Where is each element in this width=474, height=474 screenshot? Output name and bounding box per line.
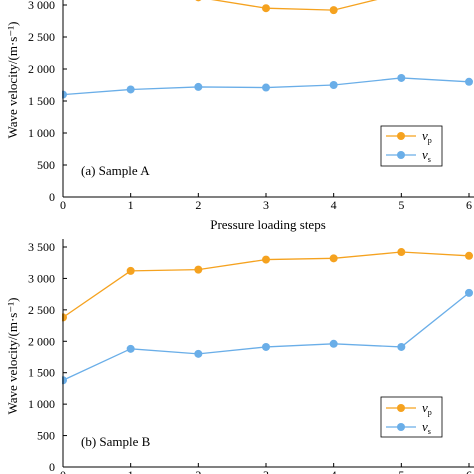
panel-a: 0 500 1 000 1 500 2 000 2 500 3 000 0 1 2 3 4 5 6 Pr… xyxy=(5,0,474,232)
panel-b-panel-label: (b) Sample B xyxy=(81,434,151,449)
panel-b-y-axis-label: Wave velocity/(m·s⁻¹) xyxy=(5,298,20,415)
panel-b-x-tick-label: 3 xyxy=(263,468,269,474)
panel-a-legend-box xyxy=(380,125,443,167)
panel-a-vs-point xyxy=(194,82,203,91)
panel-a-y-tick-label: 2 500 xyxy=(28,30,55,44)
panel-b-x-tick-label: 0 xyxy=(60,468,66,474)
panel-a-x-tick-label: 2 xyxy=(195,198,201,212)
panel-b-x-tick-labels: 0 1 2 3 4 5 6 xyxy=(60,468,472,474)
panel-b-x-tick-label: 4 xyxy=(331,468,337,474)
panel-b-y-tick-label: 1 500 xyxy=(28,366,55,380)
panel-a-x-tick-labels: 0 1 2 3 4 5 6 xyxy=(60,198,472,212)
panel-b-x-tick-label: 2 xyxy=(195,468,201,474)
panel-b-legend-vp-label: vp xyxy=(422,400,432,417)
panel-b-y-tick-label: 0 xyxy=(49,460,55,474)
panel-b-vs-point xyxy=(126,344,135,353)
panel-a-vs-point xyxy=(465,77,473,86)
panel-b-legend-vs-marker xyxy=(397,423,405,431)
panel-b-vp-point xyxy=(194,265,203,274)
panel-b-vs-line xyxy=(62,292,470,381)
panel-b-x-tick-label: 6 xyxy=(466,468,472,474)
panel-a-series xyxy=(62,0,473,99)
panel-b-vp-point xyxy=(397,248,406,257)
panel-b-vp-point xyxy=(262,255,270,264)
panel-b-y-tick-label: 1 000 xyxy=(28,397,55,411)
panel-b-vp-point xyxy=(329,254,338,263)
panel-b-vs-point xyxy=(397,342,406,351)
panel-b-y-tick-label: 500 xyxy=(37,429,55,443)
panel-a-vp-point xyxy=(329,6,338,15)
panel-b-legend: vp vs xyxy=(380,396,443,438)
panel-a-y-tick-label: 0 xyxy=(49,190,55,204)
panel-b-x-tick-label: 5 xyxy=(398,468,404,474)
panel-a-y-tick-label: 2 000 xyxy=(28,62,55,76)
panel-a-x-tick-label: 6 xyxy=(466,198,472,212)
panel-a-legend: vp vs xyxy=(380,125,443,167)
panel-b-y-tick-label: 2 500 xyxy=(28,303,55,317)
panel-a-y-tick-labels: 0 500 1 000 1 500 2 000 2 500 3 000 xyxy=(28,0,55,204)
panel-a-y-tick-label: 1 500 xyxy=(28,94,55,108)
panel-a-ticks xyxy=(62,4,470,198)
panel-a-vp-point xyxy=(262,4,270,13)
panel-b-y-tick-labels: 0 500 1 000 1 500 2 000 2 500 3 000 3 500 xyxy=(28,240,55,474)
panel-a-legend-vs-label: vs xyxy=(422,147,431,164)
panel-a-y-tick-label: 1 000 xyxy=(28,126,55,140)
panel-a-vs-point xyxy=(126,85,135,94)
panel-a-x-axis-label: Pressure loading steps xyxy=(210,217,326,232)
panel-b-vs-point xyxy=(329,339,338,348)
panel-b-x-tick-label: 1 xyxy=(128,468,134,474)
panel-b-vp-point xyxy=(126,266,135,275)
panel-b-legend-box xyxy=(380,396,443,438)
panel-b-series xyxy=(62,248,473,385)
panel-a-x-tick-label: 1 xyxy=(128,198,134,212)
panel-a-legend-vs-marker xyxy=(397,151,405,159)
panel-a-legend-vp-marker xyxy=(397,132,405,140)
panel-a-vs-point xyxy=(262,83,270,92)
panel-b-y-tick-label: 3 500 xyxy=(28,240,55,254)
panel-a-panel-label: (a) Sample A xyxy=(81,163,150,178)
panel-b-vs-point xyxy=(194,349,203,358)
panel-a-x-tick-label: 0 xyxy=(60,198,66,212)
panel-b-vs-point xyxy=(262,342,270,351)
panel-a-vp-point xyxy=(195,0,202,2)
panel-b: 0 500 1 000 1 500 2 000 2 500 3 000 3 500 0 1 2 3 4… xyxy=(5,239,474,474)
panel-a-x-tick-label: 5 xyxy=(398,198,404,212)
panel-a-x-tick-label: 3 xyxy=(263,198,269,212)
panel-b-legend-vs-label: vs xyxy=(422,419,431,436)
panel-a-legend-vp-label: vp xyxy=(422,128,432,145)
panel-a-vs-point xyxy=(397,73,406,82)
panel-a-y-axis-label: Wave velocity/(m·s⁻¹) xyxy=(5,22,20,139)
panel-b-y-tick-label: 2 000 xyxy=(28,334,55,348)
panel-b-vp-point xyxy=(465,251,473,260)
panel-b-y-tick-label: 3 000 xyxy=(28,271,55,285)
panel-a-vs-point xyxy=(329,81,338,89)
panel-a-y-tick-label: 500 xyxy=(37,158,55,172)
panel-a-y-tick-label: 3 000 xyxy=(28,0,55,12)
panel-a-x-tick-label: 4 xyxy=(331,198,337,212)
panel-b-vs-point xyxy=(465,288,473,297)
panel-b-legend-vp-marker xyxy=(397,404,405,412)
